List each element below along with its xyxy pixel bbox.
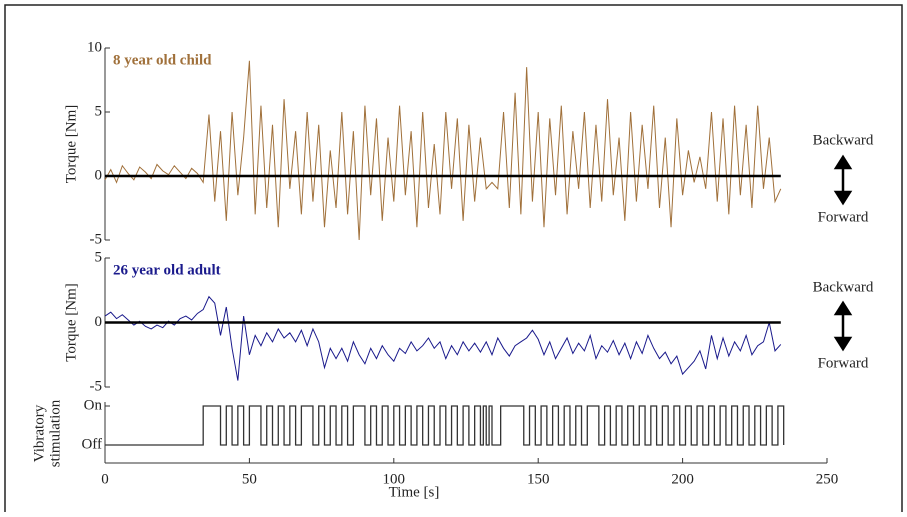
- y-tick-label: -5: [90, 231, 103, 247]
- x-tick-label: 50: [242, 471, 257, 487]
- series-label: 26 year old adult: [113, 262, 221, 278]
- y-axis-label: Torque [Nm]: [63, 105, 79, 184]
- series-label: 8 year old child: [113, 52, 212, 68]
- annotation: Forward: [818, 355, 869, 371]
- y-tick-label: 5: [95, 103, 103, 119]
- frame: [4, 4, 903, 517]
- y-axis-label: Vibratory: [31, 404, 47, 462]
- x-tick-label: 100: [383, 471, 406, 487]
- x-tick-label: 0: [101, 471, 109, 487]
- y-tick-label: 0: [95, 167, 103, 183]
- y-axis-label: Torque [Nm]: [63, 283, 79, 362]
- x-tick-label: 200: [671, 471, 694, 487]
- annotation: Backward: [813, 132, 874, 148]
- y-tick-label: 10: [87, 39, 102, 55]
- arrow-1: [833, 154, 853, 206]
- y-tick-label: On: [84, 397, 103, 413]
- arrow-2: [833, 300, 853, 352]
- y-tick-label: -5: [90, 378, 103, 394]
- series-line: [104, 295, 782, 381]
- x-tick-label: 150: [527, 471, 550, 487]
- annotation: Backward: [813, 279, 874, 295]
- x-tick-label: 250: [816, 471, 839, 487]
- series-line: [104, 60, 782, 241]
- y-tick-label: 0: [95, 314, 103, 330]
- y-tick-label: Off: [81, 436, 102, 452]
- y-tick-label: 5: [95, 249, 103, 265]
- step-line: [105, 405, 785, 446]
- x-axis-label: Time [s]: [389, 484, 440, 500]
- y-axis-label: stimulation: [47, 399, 63, 467]
- annotation: Forward: [818, 209, 869, 225]
